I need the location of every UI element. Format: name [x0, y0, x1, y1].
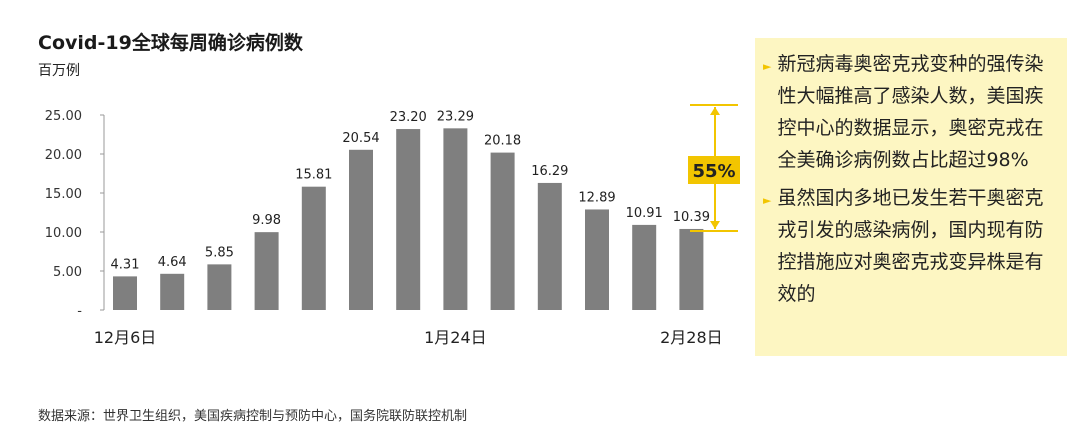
data-label: 16.29: [531, 164, 568, 179]
note-text: 新冠病毒奥密克戎变种的强传染性大幅推高了感染人数，美国疾控中心的数据显示，奥密克…: [777, 53, 1044, 171]
y-tick-label: 5.00: [53, 265, 82, 280]
data-label: 4.64: [158, 255, 187, 270]
bar: [301, 186, 326, 310]
data-label: 12.89: [578, 190, 615, 205]
chart-title: Covid-19全球每周确诊病例数: [38, 32, 303, 54]
unit-label: 百万例: [38, 63, 80, 79]
annotation-label: 55%: [692, 161, 735, 182]
note-text: 虽然国内多地已发生若干奥密克戎引发的感染病例，国内现有防控措施应对奥密克戎变异株…: [777, 187, 1044, 305]
data-label: 15.81: [295, 168, 332, 183]
data-label: 20.18: [484, 134, 521, 149]
data-label: 23.29: [437, 109, 474, 124]
arrow-up-icon: [710, 107, 720, 115]
bar: [443, 128, 468, 310]
bar-chart: 25.00 20.00 15.00 10.00 5.00 - 4.31 4.64 5.85 9.9…: [45, 104, 740, 347]
notes-panel: ► 新冠病毒奥密克戎变种的强传染性大幅推高了感染人数，美国疾控中心的数据显示，奥…: [755, 38, 1067, 356]
y-tick-label: 15.00: [45, 187, 82, 202]
y-tick-label: 10.00: [45, 226, 82, 241]
data-label: 23.20: [390, 110, 427, 125]
bar: [490, 152, 515, 310]
bar: [632, 224, 657, 310]
y-tick-label: -: [77, 304, 82, 319]
data-source: 数据来源：世界卫生组织，美国疾病控制与预防中心，国务院联防联控机制: [38, 409, 468, 424]
data-label: 4.31: [111, 257, 140, 272]
bar: [254, 232, 279, 310]
data-label: 5.85: [205, 245, 234, 260]
bar: [396, 129, 421, 310]
data-label: 10.91: [626, 206, 663, 221]
bar: [679, 228, 704, 310]
data-label: 20.54: [342, 131, 379, 146]
x-tick-label: 2月28日: [660, 328, 723, 347]
data-label: 9.98: [252, 213, 281, 228]
bar: [160, 273, 185, 310]
annotation-badge: [688, 156, 740, 184]
bar: [207, 264, 232, 310]
arrow-down-icon: [710, 221, 720, 229]
y-tick-label: 25.00: [45, 109, 82, 124]
note-item: ► 虽然国内多地已发生若干奥密克戎引发的感染病例，国内现有防控措施应对奥密克戎变…: [763, 182, 1057, 310]
bar: [537, 182, 562, 310]
triangle-bullet-icon: ►: [763, 60, 772, 73]
bar: [349, 149, 373, 310]
y-tick-label: 20.00: [45, 148, 82, 163]
bar: [585, 209, 609, 310]
data-label: 10.39: [673, 210, 710, 225]
x-tick-label: 12月6日: [94, 328, 157, 347]
bar: [113, 276, 137, 310]
triangle-bullet-icon: ►: [763, 194, 772, 207]
note-item: ► 新冠病毒奥密克戎变种的强传染性大幅推高了感染人数，美国疾控中心的数据显示，奥…: [763, 48, 1057, 176]
x-tick-label: 1月24日: [424, 328, 487, 347]
